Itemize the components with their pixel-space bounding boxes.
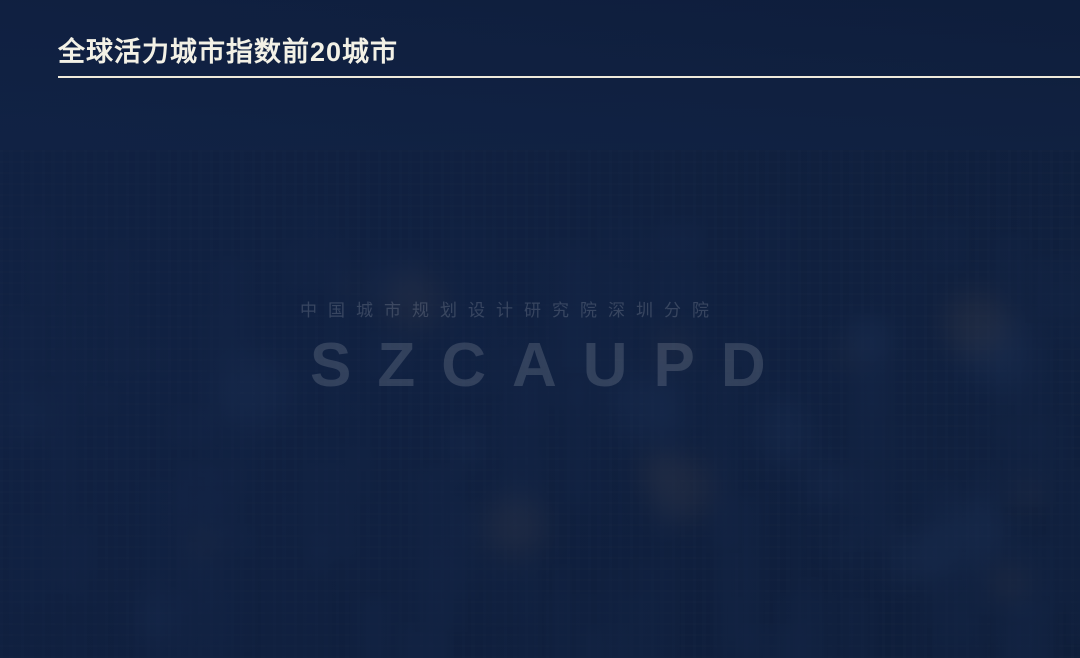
watermark-institute: 中国城市规划设计研究院深圳分院 — [300, 301, 720, 320]
chart-bar-rows — [0, 104, 1080, 586]
title-divider — [58, 76, 1080, 78]
watermark-logo: SZCAUPD — [310, 331, 792, 400]
page-title: 全球活力城市指数前20城市 — [58, 37, 399, 67]
